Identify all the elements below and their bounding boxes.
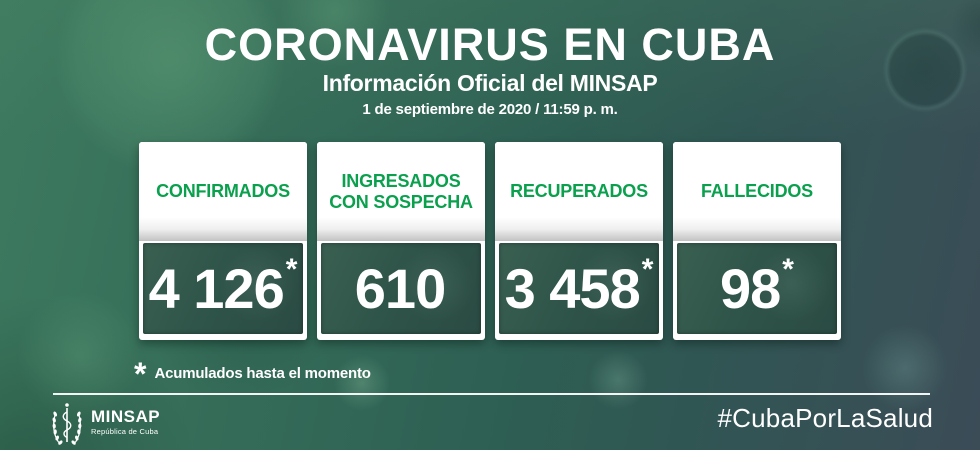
footnote-asterisk: * <box>134 356 147 392</box>
stat-panel-recuperados: 3 458 * <box>499 243 659 334</box>
minsap-emblem-icon <box>50 400 84 446</box>
header: CORONAVIRUS EN CUBA Información Oficial … <box>0 22 980 118</box>
stat-card-confirmados: CONFIRMADOS 4 126 * <box>139 142 307 340</box>
stat-label-confirmados: CONFIRMADOS <box>156 181 290 202</box>
stat-panel-confirmados: 4 126 * <box>143 243 303 334</box>
org-subtitle: República de Cuba <box>91 427 159 436</box>
stat-value-confirmados: 4 126 <box>148 256 285 320</box>
stat-card-fallecidos: FALLECIDOS 98 * <box>673 142 841 340</box>
asterisk-mark: * <box>782 253 794 286</box>
report-date: 1 de septiembre de 2020 / 11:59 p. m. <box>362 101 618 119</box>
footnote: * Acumulados hasta el momento <box>134 358 371 390</box>
divider-line <box>53 393 930 395</box>
stat-panel-fallecidos: 98 * <box>677 243 837 334</box>
stat-cards-row: CONFIRMADOS 4 126 * INGRESADOS CON SOSPE… <box>0 142 980 340</box>
stat-label-recuperados: RECUPERADOS <box>510 181 648 202</box>
stat-card-fallecidos-header: FALLECIDOS <box>673 142 841 241</box>
stat-label-ingresados: INGRESADOS CON SOSPECHA <box>329 171 473 212</box>
stat-card-ingresados-con-sospecha: INGRESADOS CON SOSPECHA 610 <box>317 142 485 340</box>
org-name: MINSAP <box>91 407 161 426</box>
stat-value-fallecidos: 98 <box>720 256 781 320</box>
stat-card-confirmados-header: CONFIRMADOS <box>139 142 307 241</box>
asterisk-mark: * <box>641 253 654 286</box>
stat-panel-ingresados: 610 <box>321 243 481 334</box>
page-title: CORONAVIRUS EN CUBA <box>204 19 776 70</box>
stat-card-recuperados-header: RECUPERADOS <box>495 142 663 241</box>
stat-card-recuperados: RECUPERADOS 3 458 * <box>495 142 663 340</box>
asterisk-mark: * <box>285 253 298 286</box>
stat-value-ingresados: 610 <box>354 256 446 320</box>
minsap-brand-text: MINSAP República de Cuba <box>91 408 160 436</box>
stat-card-ingresados-header: INGRESADOS CON SOSPECHA <box>317 142 485 241</box>
stat-value-recuperados: 3 458 <box>504 256 641 320</box>
stat-label-fallecidos: FALLECIDOS <box>700 181 813 202</box>
minsap-brand: MINSAP República de Cuba <box>50 400 160 446</box>
page-subtitle: Información Oficial del MINSAP <box>322 70 658 96</box>
footnote-text: Acumulados hasta el momento <box>154 365 371 382</box>
hashtag-cuba-por-la-salud: #CubaPorLaSalud <box>717 403 933 433</box>
